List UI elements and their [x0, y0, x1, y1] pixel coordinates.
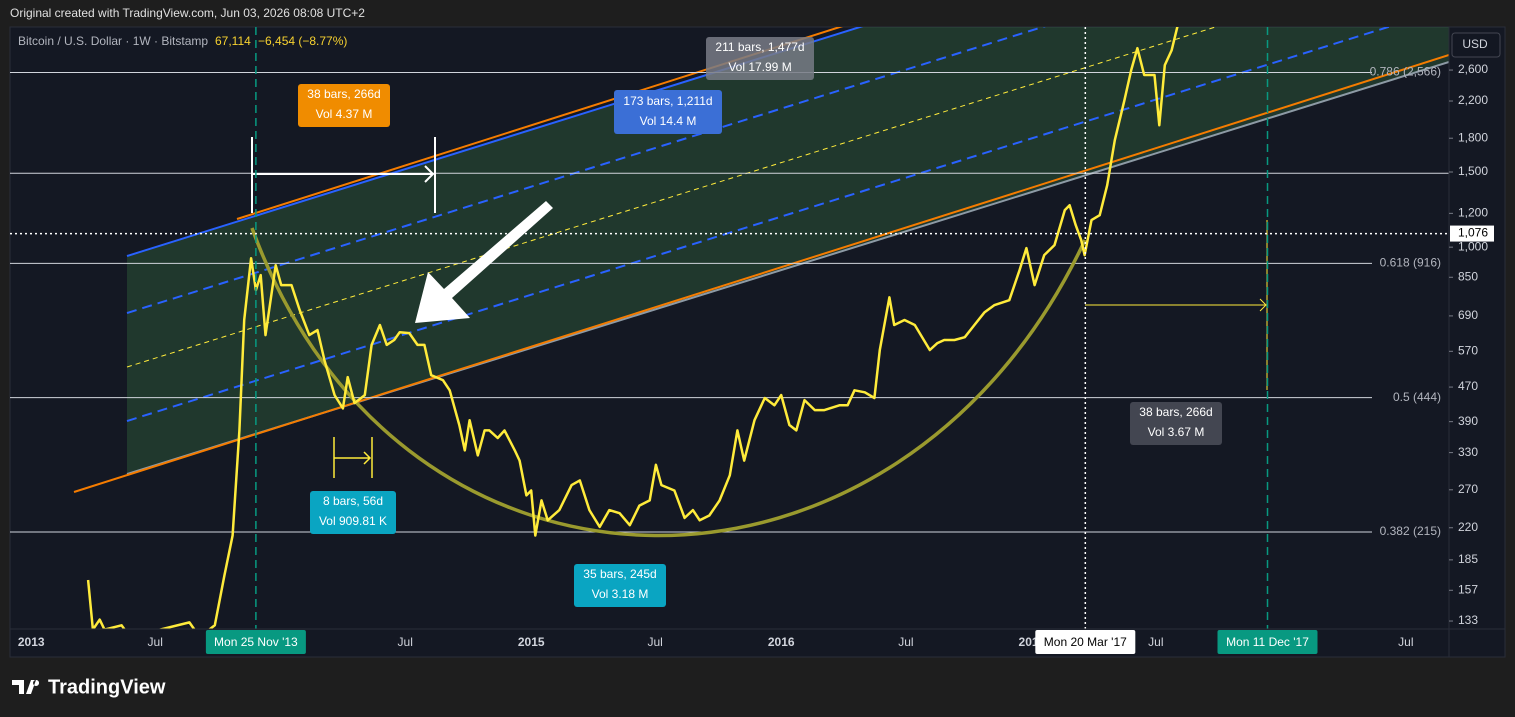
- annotation-text: 38 bars, 266d: [307, 87, 380, 101]
- channel-line: [236, 27, 844, 220]
- x-tick-label: Jul: [398, 635, 413, 649]
- y-tick-label: 690: [1458, 308, 1478, 322]
- y-tick-label: 2,600: [1458, 62, 1488, 76]
- annotation-box: [310, 491, 396, 534]
- y-tick-label: 1,500: [1458, 164, 1488, 178]
- crosshair-date-label: Mon 25 Nov '13: [214, 635, 298, 649]
- annotation-text: 8 bars, 56d: [323, 494, 383, 508]
- annotation-text: Vol 17.99 M: [728, 60, 791, 74]
- annotation-box: [706, 37, 814, 80]
- x-tick-label: Jul: [898, 635, 913, 649]
- y-tick-label: 185: [1458, 552, 1478, 566]
- crosshairs: [10, 27, 1449, 629]
- fib-label: 0.5 (444): [1393, 390, 1441, 404]
- drawings: [73, 27, 1449, 493]
- annotation-text: Vol 909.81 K: [319, 514, 387, 528]
- x-tick-label: 2016: [768, 635, 795, 649]
- channel-line: [126, 27, 1046, 314]
- annotation-text: 38 bars, 266d: [1139, 405, 1212, 419]
- y-tick-label: 470: [1458, 379, 1478, 393]
- annotation-box: [574, 564, 666, 607]
- date-range: [251, 137, 436, 213]
- y-tick-label: 850: [1458, 269, 1478, 283]
- y-tick-label: 270: [1458, 482, 1478, 496]
- y-tick-label: 1,000: [1458, 239, 1488, 253]
- chart-title: Original created with TradingView.com, J…: [10, 6, 365, 20]
- price-layer: [86, 27, 1179, 629]
- logo: TradingView: [12, 676, 166, 698]
- fib-label: 0.382 (215): [1380, 524, 1441, 538]
- crosshair-date-box: [1217, 630, 1318, 654]
- annotation-box: [298, 84, 390, 127]
- x-tick-label: 2013: [18, 635, 45, 649]
- currency-button[interactable]: [1451, 32, 1501, 58]
- axes: 2,600 2,200 1,800 1,500 1,200 1,000 850 690 570 4…: [18, 62, 1494, 654]
- annotation-text: 211 bars, 1,477d: [715, 40, 804, 54]
- levels: 0.786 (2,566) 0.618 (916) 0.5 (444) 0.382 (…: [10, 65, 1449, 538]
- annotation-text: Vol 3.18 M: [592, 587, 649, 601]
- channel-line: [126, 27, 1392, 422]
- chart-pane: [9, 26, 1506, 658]
- y-tick-label: 390: [1458, 414, 1478, 428]
- crosshair-date-label: Mon 20 Mar '17: [1044, 635, 1127, 649]
- currency[interactable]: USD: [1462, 37, 1488, 51]
- price-marker-label: 1,076: [1458, 226, 1488, 240]
- arc: [250, 227, 1087, 538]
- x-tick-label: Jul: [148, 635, 163, 649]
- channel-fill: [127, 27, 1449, 474]
- fib-label: 0.618 (916): [1380, 256, 1441, 270]
- annotation-text: 35 bars, 245d: [583, 567, 656, 581]
- footer-brand: TradingView: [48, 676, 166, 698]
- crosshair-date-box: [205, 630, 306, 654]
- annotation-box: [1130, 402, 1222, 445]
- y-tick-label: 1,200: [1458, 206, 1488, 220]
- annotation-box: [614, 90, 722, 134]
- y-tick-label: 157: [1458, 582, 1478, 596]
- x-tick-label: Jul: [648, 635, 663, 649]
- annotations: 38 bars, 266d Vol 4.37 M 211 bars, 1,477…: [298, 37, 1222, 607]
- price-marker-box: [1450, 225, 1494, 242]
- y-tick-label: 1,800: [1458, 130, 1488, 144]
- y-tick-label: 570: [1458, 343, 1478, 357]
- logo-mark: [12, 680, 40, 694]
- x-tick-label: Jul: [1398, 635, 1413, 649]
- y-tick-label: 330: [1458, 445, 1478, 459]
- price-line: [86, 27, 1179, 629]
- annotation-text: Vol 3.67 M: [1148, 425, 1205, 439]
- arrow: [415, 201, 553, 323]
- y-tick-label: 133: [1458, 613, 1478, 627]
- crosshair-date-label: Mon 11 Dec '17: [1226, 635, 1309, 649]
- x-tick-label: 2015: [518, 635, 545, 649]
- y-tick-label: 220: [1458, 520, 1478, 534]
- date-range: [333, 437, 373, 478]
- symbol: Bitcoin / U.S. Dollar · 1W · Bitstamp: [18, 34, 208, 48]
- annotation-text: 173 bars, 1,211d: [623, 94, 712, 108]
- annotation-text: Vol 14.4 M: [640, 114, 697, 128]
- price-change: −6,454 (−8.77%): [258, 34, 347, 48]
- crosshair-date-box: [1035, 630, 1136, 654]
- channel-line: [73, 54, 1449, 493]
- x-tick-label: Jul: [1148, 635, 1163, 649]
- annotation-text: Vol 4.37 M: [316, 107, 373, 121]
- y-tick-label: 2,200: [1458, 93, 1488, 107]
- fib-label: 0.786 (2,566): [1370, 65, 1441, 79]
- last-price: 67,114: [215, 34, 251, 48]
